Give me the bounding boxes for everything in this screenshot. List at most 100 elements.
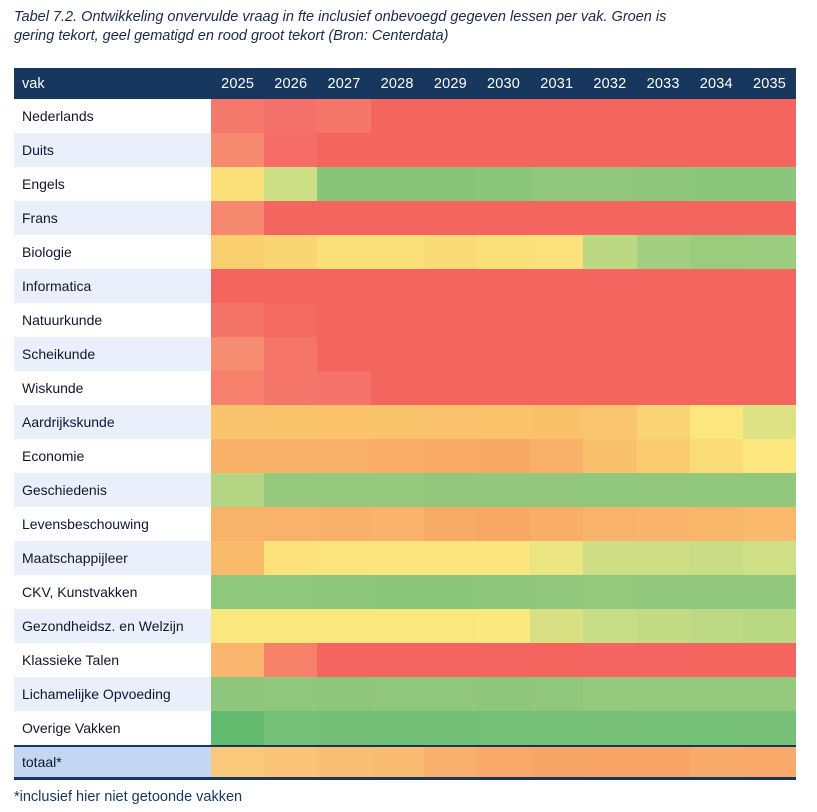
heatmap-cell [264, 337, 318, 371]
heatmap-cell [423, 405, 477, 439]
heatmap-cell [317, 337, 371, 371]
heatmap-cell [370, 643, 424, 677]
heatmap-cell [530, 643, 584, 677]
heatmap-cell [264, 405, 318, 439]
heatmap-cell [264, 507, 318, 541]
heatmap-cell [317, 609, 371, 643]
heatmap-cell [317, 575, 371, 609]
heatmap-cell [476, 609, 531, 643]
heatmap-cell [476, 711, 531, 745]
heatmap-cell [370, 575, 424, 609]
heatmap-cell [211, 167, 265, 201]
heatmap-cell [264, 201, 318, 235]
heatmap-cell [370, 235, 424, 269]
heatmap-cell [583, 711, 637, 745]
row-label: Economie [14, 439, 211, 473]
heatmap-cell [264, 439, 318, 473]
heatmap-cell [583, 235, 637, 269]
heatmap-cell [476, 677, 531, 711]
heatmap-cell [264, 269, 318, 303]
heatmap-cell [742, 99, 797, 133]
heatmap-cell [211, 303, 265, 337]
heatmap-cell [583, 337, 637, 371]
heatmap-cell [423, 439, 477, 473]
heatmap-cell [370, 99, 424, 133]
heatmap-cell [636, 575, 690, 609]
heatmap-cell [689, 643, 743, 677]
table-row: Natuurkunde [14, 303, 797, 337]
heatmap-cell [530, 507, 584, 541]
heatmap-cell [423, 235, 477, 269]
heatmap-cell [264, 303, 318, 337]
heatmap-cell [370, 677, 424, 711]
heatmap-cell [317, 643, 371, 677]
heatmap-cell [211, 575, 265, 609]
heatmap-cell [264, 235, 318, 269]
heatmap-cell [476, 643, 531, 677]
heatmap-cell [583, 643, 637, 677]
row-label: Duits [14, 133, 211, 167]
heatmap-cell [636, 99, 690, 133]
row-label: Wiskunde [14, 371, 211, 405]
heatmap-cell [211, 201, 265, 235]
heatmap-cell [583, 507, 637, 541]
heatmap-cell [636, 269, 690, 303]
heatmap-cell [370, 439, 424, 473]
heatmap-cell [742, 201, 797, 235]
heatmap-cell [317, 711, 371, 745]
heatmap-cell [476, 507, 531, 541]
heatmap-cell [742, 269, 797, 303]
heatmap-cell [264, 371, 318, 405]
heatmap-cell [370, 609, 424, 643]
heatmap-cell [583, 541, 637, 575]
column-header-year: 2032 [593, 75, 627, 92]
heatmap-cell [530, 303, 584, 337]
heatmap-cell [742, 439, 797, 473]
heatmap-cell [370, 405, 424, 439]
heatmap-cell [317, 747, 371, 777]
heatmap-cell [423, 677, 477, 711]
heatmap-cell [211, 541, 265, 575]
heatmap-cell [317, 269, 371, 303]
heatmap-cell [317, 473, 371, 507]
heatmap-cell [476, 201, 531, 235]
heatmap-cell [264, 473, 318, 507]
heatmap-cell [211, 507, 265, 541]
column-header-year: 2025 [221, 75, 255, 92]
column-header-year: 2028 [380, 75, 414, 92]
heatmap-cell [476, 133, 531, 167]
heatmap-cell [423, 747, 477, 777]
heatmap-cell [583, 269, 637, 303]
heatmap-cell [530, 575, 584, 609]
heatmap-cell [476, 371, 531, 405]
heatmap-cell [370, 541, 424, 575]
row-label: Geschiedenis [14, 473, 211, 507]
table-row: Duits [14, 133, 797, 167]
heatmap-cell [530, 235, 584, 269]
heatmap-cell [530, 371, 584, 405]
heatmap-cell [370, 133, 424, 167]
heatmap-cell [317, 99, 371, 133]
heatmap-cell [476, 747, 531, 777]
heatmap-cell [583, 439, 637, 473]
heatmap-cell [689, 747, 743, 777]
column-header-year: 2029 [433, 75, 467, 92]
heatmap-cell [689, 269, 743, 303]
heatmap-cell [370, 303, 424, 337]
table-row: Informatica [14, 269, 797, 303]
heatmap-cell [423, 167, 477, 201]
document-page: Tabel 7.2. Ontwikkeling onvervulde vraag… [0, 8, 817, 812]
row-label: Nederlands [14, 99, 211, 133]
heatmap-cell [742, 405, 797, 439]
table-row: Klassieke Talen [14, 643, 797, 677]
heatmap-cell [583, 167, 637, 201]
row-label: Aardrijkskunde [14, 405, 211, 439]
heatmap-cell [264, 643, 318, 677]
heatmap-cell [530, 405, 584, 439]
heatmap-cell [317, 405, 371, 439]
heatmap-cell [211, 405, 265, 439]
heatmap-cell [742, 643, 797, 677]
heatmap-cell [476, 99, 531, 133]
heatmap-cell [264, 677, 318, 711]
caption-line-2: gering tekort, geel gematigd en rood gro… [14, 28, 449, 44]
